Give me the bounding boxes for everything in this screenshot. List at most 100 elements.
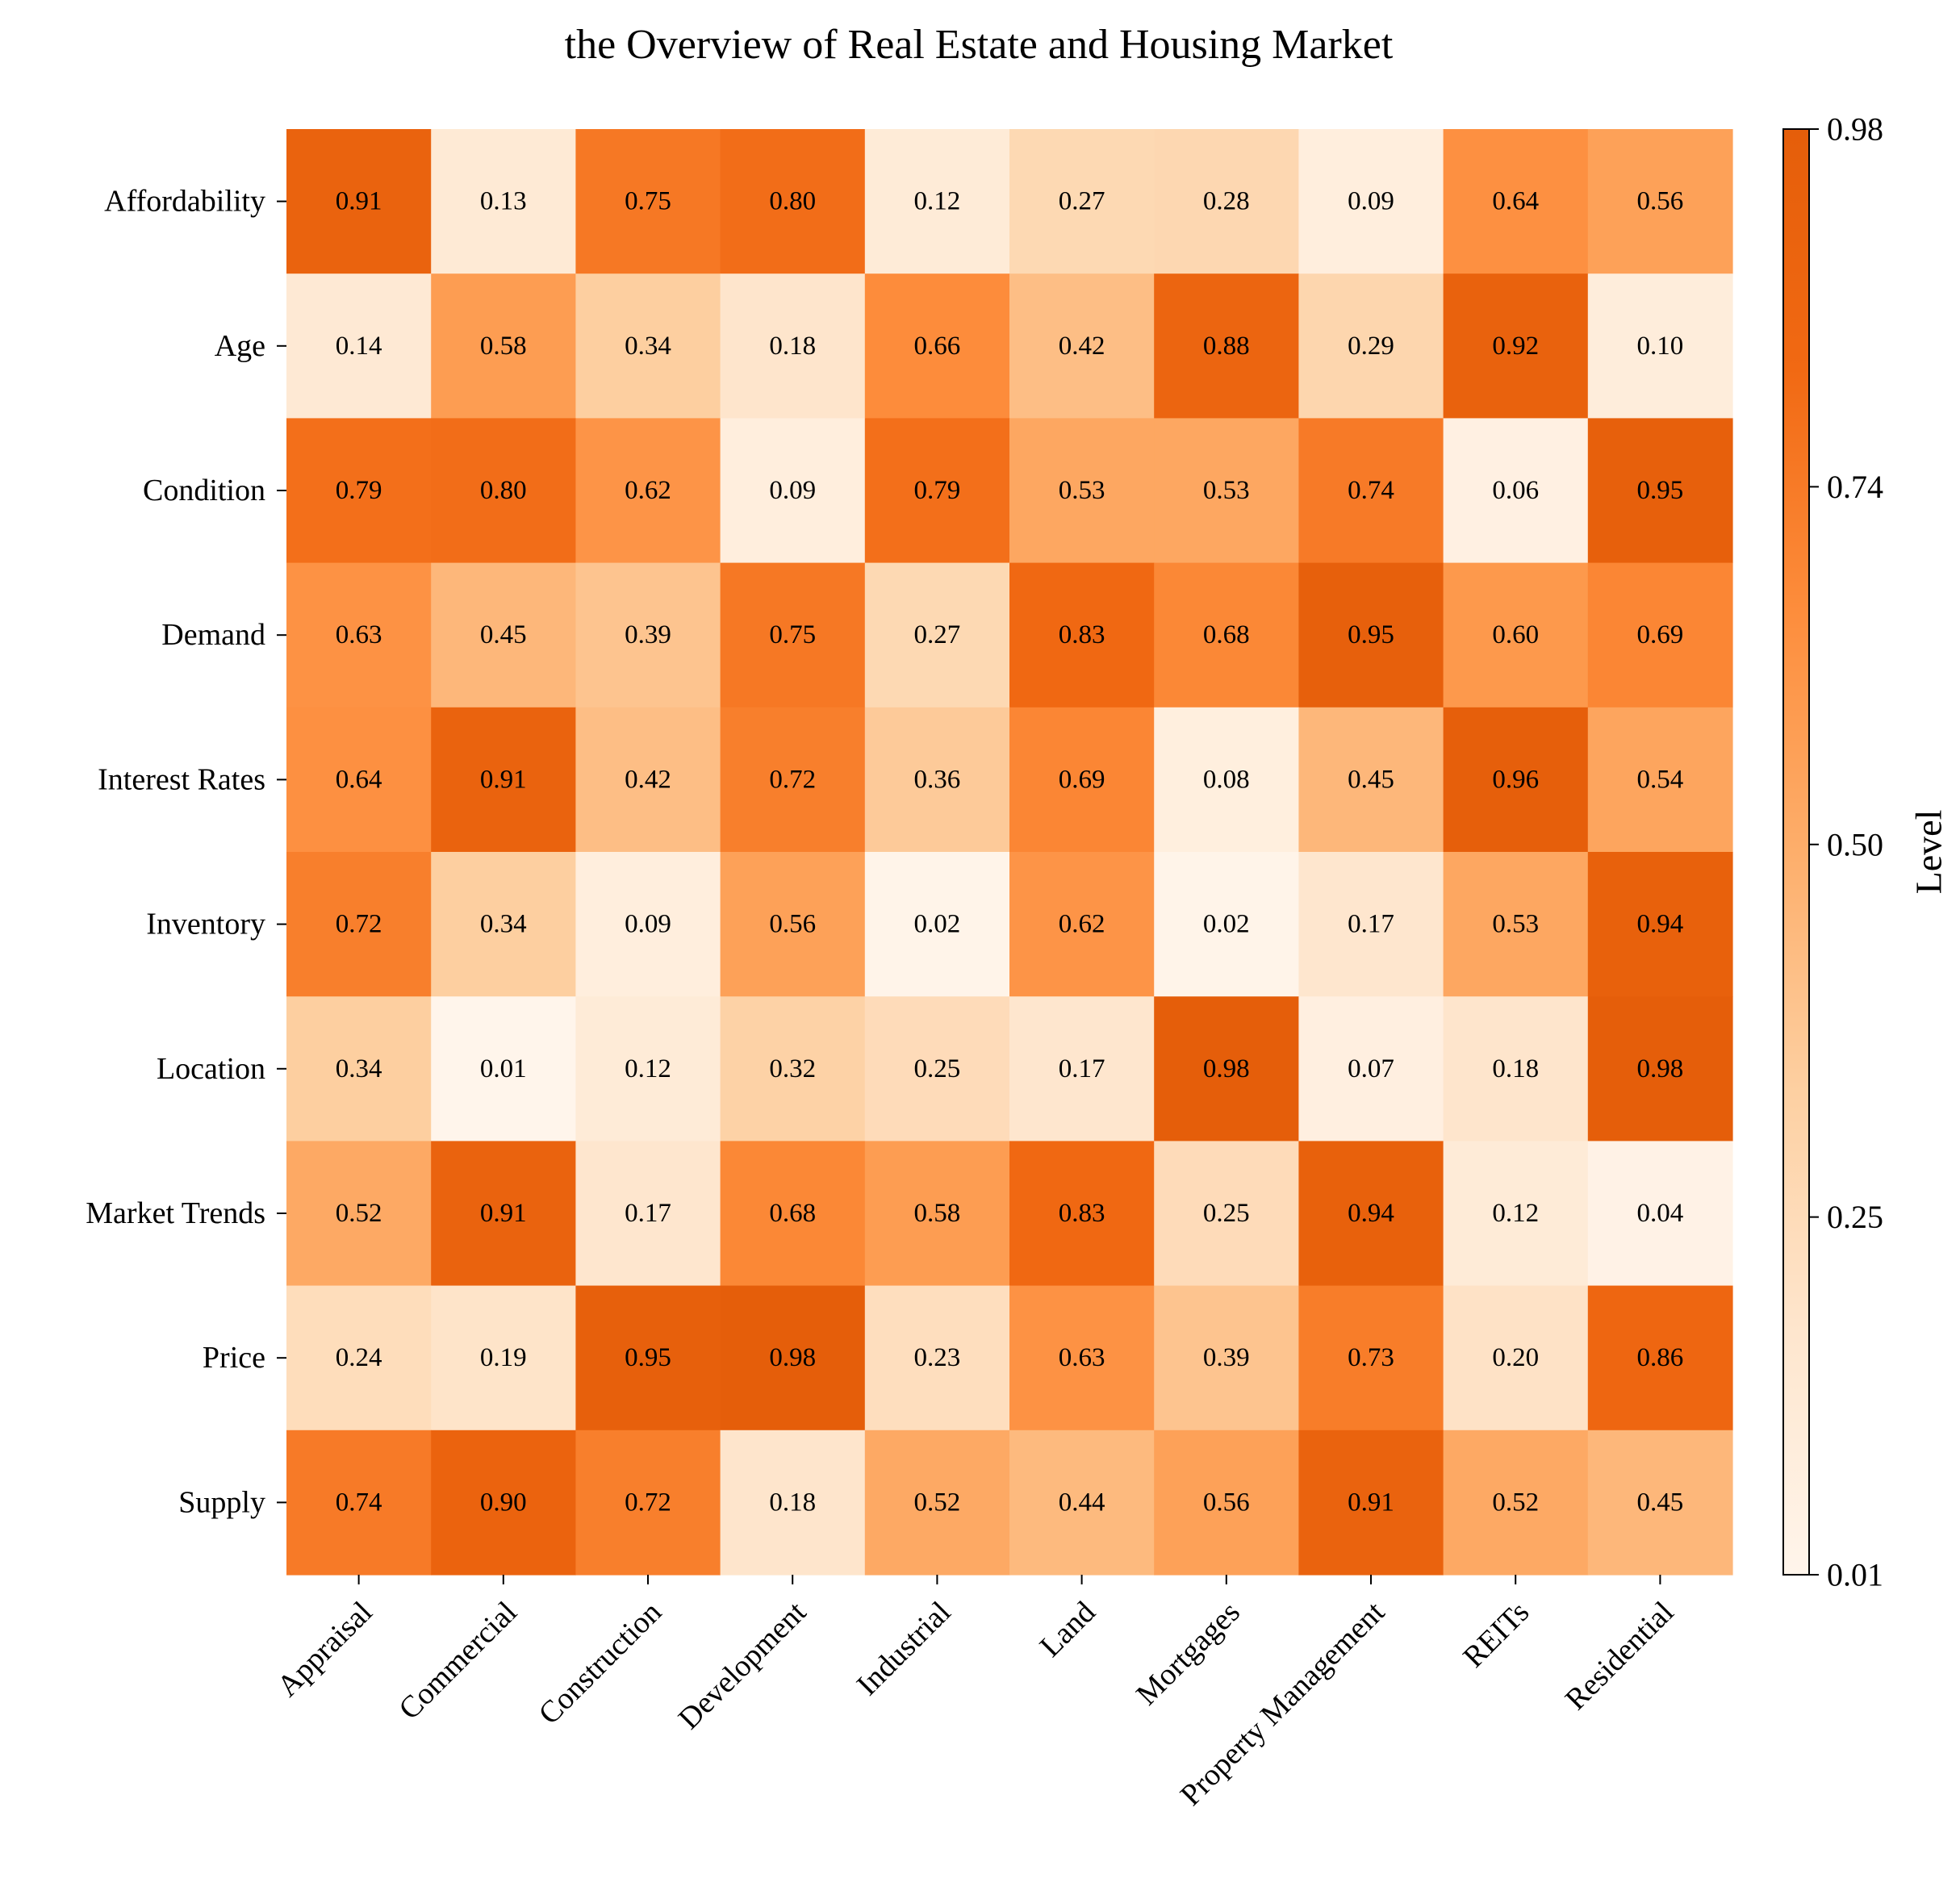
heatmap-cell [1154, 418, 1299, 564]
heatmap-cell [1587, 129, 1733, 274]
colorbar-gradient [1782, 128, 1810, 1576]
cell-value-label: 0.52 [914, 1488, 961, 1517]
cell-value-label: 0.42 [625, 765, 671, 794]
heatmap-cell [1443, 852, 1589, 997]
heatmap-cell [1298, 996, 1444, 1142]
heatmap-cell [1587, 418, 1733, 564]
colorbar-tick-label: 0.01 [1827, 1557, 1883, 1593]
cell-value-label: 0.02 [1203, 910, 1250, 939]
heatmap-cell [286, 996, 432, 1142]
heatmap-cell [575, 1285, 721, 1431]
heatmap-cell [431, 996, 576, 1142]
cell-value-label: 0.91 [480, 765, 527, 794]
heatmap-cell [864, 1430, 1010, 1576]
cell-value-label: 0.17 [1348, 910, 1394, 939]
cell-value-label: 0.74 [336, 1488, 382, 1517]
heatmap-cell [1443, 129, 1589, 274]
cell-value-label: 0.63 [336, 620, 382, 649]
heatmap-cell [864, 418, 1010, 564]
cell-value-label: 0.34 [336, 1054, 382, 1083]
heatmap-cell [1154, 1285, 1299, 1431]
heatmap-cell [1443, 707, 1589, 853]
cell-value-label: 0.27 [1059, 187, 1105, 216]
cell-value-label: 0.56 [769, 910, 816, 939]
heatmap-cell [431, 273, 576, 419]
cell-value-label: 0.69 [1059, 765, 1105, 794]
cell-value-label: 0.18 [769, 1488, 816, 1517]
heatmap-cell [1009, 707, 1155, 853]
cell-value-label: 0.10 [1637, 332, 1684, 361]
cell-value-label: 0.73 [1348, 1343, 1394, 1372]
y-axis: Affordability Age Condition Demand Interest … [86, 185, 286, 1519]
cell-value-label: 0.09 [1348, 187, 1394, 216]
heatmap-cell [1587, 1141, 1733, 1287]
heatmap-cell [1154, 996, 1299, 1142]
x-tick-label: Land [1034, 1595, 1102, 1663]
heatmap-cell [864, 129, 1010, 274]
cell-value-label: 0.08 [1203, 765, 1250, 794]
colorbar: 0.01 0.25 0.50 0.74 0.98 Level [1782, 111, 1950, 1593]
heatmap-cell [431, 1285, 576, 1431]
cell-value-label: 0.79 [914, 476, 961, 505]
cell-value-label: 0.29 [1348, 332, 1394, 361]
cell-value-label: 0.32 [769, 1054, 816, 1083]
x-tick-label: Commercial [392, 1595, 524, 1726]
cell-value-label: 0.91 [336, 187, 382, 216]
heatmap-cell [1009, 273, 1155, 419]
y-tick-label: Location [157, 1052, 265, 1086]
cell-value-label: 0.34 [480, 910, 527, 939]
heatmap-cell [720, 418, 866, 564]
cell-value-label: 0.34 [625, 332, 671, 361]
heatmap-cell [286, 707, 432, 853]
y-tick-label: Interest Rates [98, 762, 265, 796]
heatmap-cell [1443, 1285, 1589, 1431]
cell-value-label: 0.75 [625, 187, 671, 216]
cell-value-label: 0.83 [1059, 1199, 1105, 1228]
heatmap-cell [575, 1430, 721, 1576]
cell-value-label: 0.45 [1637, 1488, 1684, 1517]
heatmap-cell [1443, 1141, 1589, 1287]
cell-value-label: 0.64 [336, 765, 382, 794]
cell-value-label: 0.80 [769, 187, 816, 216]
cell-value-label: 0.27 [914, 620, 961, 649]
heatmap-cell [1154, 562, 1299, 708]
y-tick-label: Price [203, 1341, 265, 1375]
y-tick-label: Affordability [104, 185, 265, 219]
cell-value-label: 0.24 [336, 1343, 382, 1372]
heatmap-cell [286, 562, 432, 708]
heatmap-cell [286, 129, 432, 274]
cell-value-label: 0.72 [769, 765, 816, 794]
heatmap-cell [1298, 707, 1444, 853]
cell-value-label: 0.45 [1348, 765, 1394, 794]
cell-value-label: 0.94 [1348, 1199, 1394, 1228]
heatmap-cell [1298, 418, 1444, 564]
cell-value-label: 0.95 [1637, 476, 1684, 505]
heatmap-cell [864, 562, 1010, 708]
cell-value-label: 0.42 [1059, 332, 1105, 361]
cell-value-label: 0.90 [480, 1488, 527, 1517]
cell-value-label: 0.25 [1203, 1199, 1250, 1228]
y-tick-label: Demand [161, 618, 265, 652]
heatmap-cell [720, 1285, 866, 1431]
x-tick-label: Development [672, 1595, 813, 1736]
cell-value-label: 0.28 [1203, 187, 1250, 216]
cell-value-labels: 0.91 0.13 0.75 0.80 0.12 0.27 0.28 0.09 0.64 0.56… [336, 187, 1684, 1517]
x-tick-label: Construction [533, 1595, 669, 1731]
cell-value-label: 0.92 [1492, 332, 1539, 361]
heatmap-cell [575, 562, 721, 708]
cell-value-label: 0.79 [336, 476, 382, 505]
heatmap-cell [1587, 707, 1733, 853]
cell-value-label: 0.20 [1492, 1343, 1539, 1372]
heatmap-cell [1009, 1285, 1155, 1431]
cell-value-label: 0.98 [1637, 1054, 1684, 1083]
cell-value-label: 0.86 [1637, 1343, 1684, 1372]
heatmap-cell [864, 707, 1010, 853]
heatmap-cell [720, 562, 866, 708]
heatmap-cell [720, 129, 866, 274]
heatmap-cell [1009, 129, 1155, 274]
cell-value-label: 0.58 [480, 332, 527, 361]
cell-value-label: 0.53 [1492, 910, 1539, 939]
x-tick-label: Residential [1559, 1595, 1681, 1717]
cell-value-label: 0.17 [1059, 1054, 1105, 1083]
